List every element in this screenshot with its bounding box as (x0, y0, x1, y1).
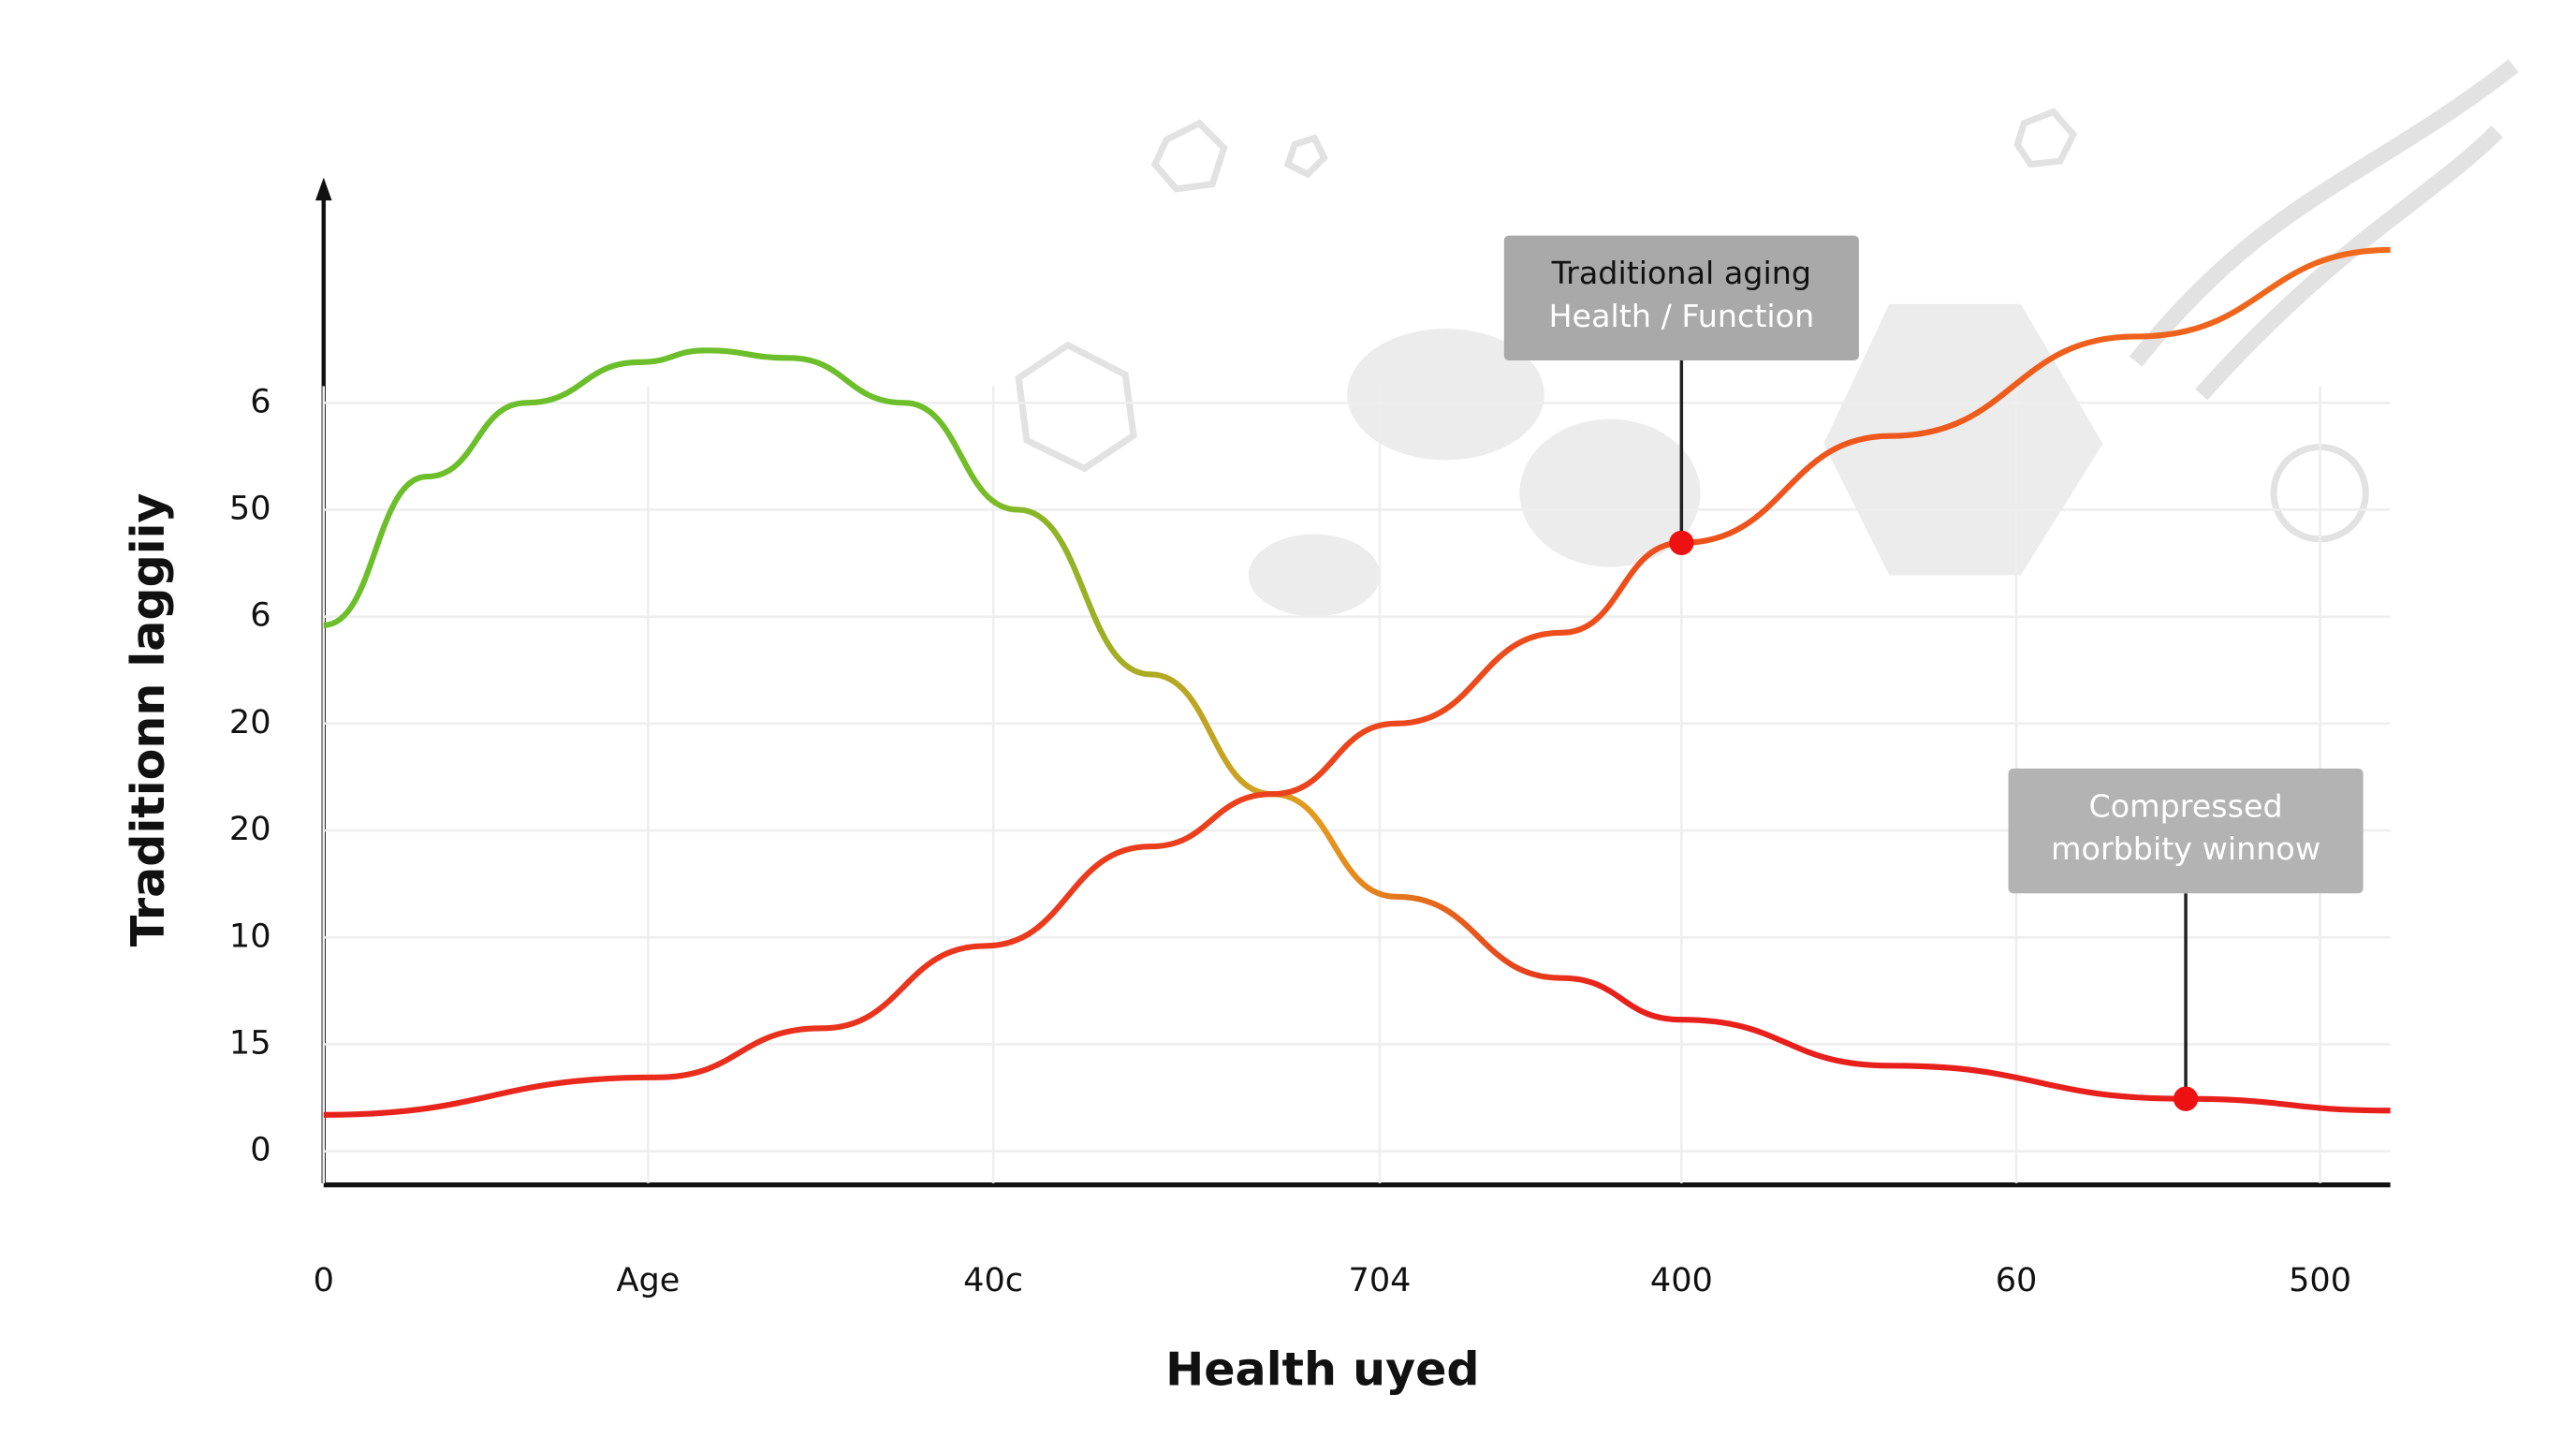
y-tick-label: 20 (229, 810, 271, 848)
annotation-text: Health / Function (1548, 298, 1814, 334)
y-tick-label: 20 (229, 703, 271, 741)
x-axis-title: Health uyed (1165, 1342, 1479, 1396)
y-tick-label: 6 (250, 596, 271, 635)
y-axis-arrow (315, 177, 332, 201)
annotation-point (1669, 530, 1694, 556)
series-line (323, 347, 2391, 1114)
annotation-box (2008, 768, 2364, 894)
x-tick-label: 704 (1349, 1261, 1412, 1299)
y-tick-label: 15 (229, 1023, 271, 1062)
annotation-box (1503, 235, 1859, 361)
x-tick-label: Age (616, 1261, 680, 1299)
x-tick-label: 500 (2289, 1261, 2351, 1299)
y-tick-label: 0 (250, 1131, 271, 1169)
background-blobs (1248, 303, 2103, 617)
annotation-text: morbbity winnow (2051, 830, 2320, 867)
annotation-text: Compressed (2088, 787, 2282, 824)
x-tick-label: 40c (963, 1261, 1023, 1299)
y-tick-label: 50 (229, 489, 271, 527)
y-tick-label: 6 (250, 382, 271, 420)
series-line (323, 246, 2391, 1118)
annotation-text: Traditional aging (1551, 255, 1811, 291)
x-tick-label: 0 (314, 1261, 334, 1299)
x-tick-label: 60 (1996, 1261, 2038, 1299)
y-axis-title: Traditionn laggiiy (121, 493, 175, 947)
x-tick-label: 400 (1650, 1261, 1713, 1299)
y-tick-label: 10 (229, 917, 271, 955)
annotation-point (2173, 1086, 2199, 1111)
background-decor (1015, 59, 2519, 543)
